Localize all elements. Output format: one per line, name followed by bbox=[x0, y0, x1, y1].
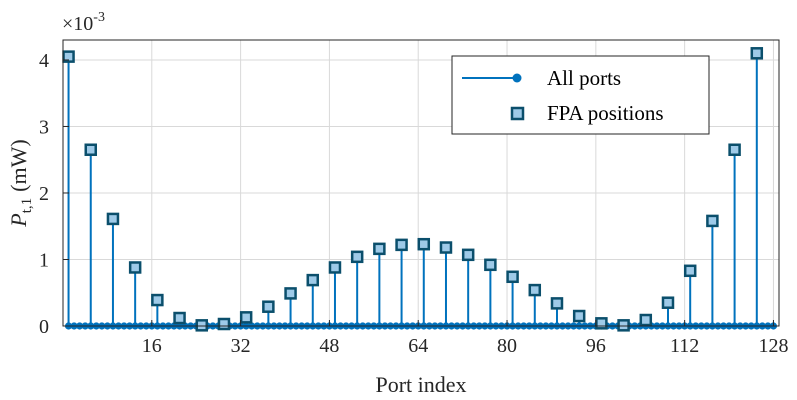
fpa-marker bbox=[439, 241, 453, 254]
fpa-marker bbox=[395, 238, 408, 252]
y-axis-label-unit: (mW) bbox=[6, 139, 31, 192]
y-exponent-base: ×10 bbox=[62, 13, 93, 35]
x-tick-label: 96 bbox=[586, 335, 606, 357]
y-tick-label: 4 bbox=[39, 50, 49, 72]
fpa-marker bbox=[550, 297, 564, 310]
fpa-marker bbox=[62, 50, 75, 63]
y-tick-label: 1 bbox=[39, 249, 49, 271]
legend-label-fpa-positions: FPA positions bbox=[547, 101, 664, 125]
tick-labels: 16 32 48 64 80 96 112 128 0 1 2 3 4 bbox=[39, 50, 788, 357]
x-tick-label: 128 bbox=[758, 335, 788, 357]
plot-frame bbox=[62, 39, 780, 327]
fpa-marker bbox=[750, 47, 764, 60]
fpa-marker bbox=[461, 248, 475, 262]
y-tick-label: 3 bbox=[39, 116, 49, 138]
fpa-marker bbox=[262, 300, 275, 313]
fpa-marker bbox=[417, 237, 431, 251]
y-axis-label-symbol: P bbox=[6, 213, 31, 227]
fpa-marker bbox=[683, 264, 697, 278]
fpa-marker bbox=[328, 261, 342, 274]
fpa-marker bbox=[173, 311, 186, 325]
fpa-marker bbox=[84, 143, 98, 156]
fpa-marker bbox=[106, 212, 120, 226]
fpa-marker bbox=[639, 313, 653, 327]
x-tick-label: 16 bbox=[142, 335, 162, 357]
fpa-marker bbox=[151, 293, 164, 307]
fpa-marker bbox=[528, 283, 542, 297]
y-exponent-power: -3 bbox=[93, 10, 105, 25]
fpa-marker bbox=[661, 296, 675, 309]
fpa-marker bbox=[706, 214, 719, 228]
fpa-marker bbox=[617, 319, 630, 332]
fpa-marker bbox=[284, 287, 297, 300]
legend-box bbox=[451, 55, 710, 135]
stem-series bbox=[64, 53, 778, 330]
x-tick-label: 32 bbox=[231, 335, 251, 357]
fpa-marker bbox=[217, 317, 231, 331]
legend: All ports FPA positions bbox=[451, 55, 710, 135]
legend-label-all-ports: All ports bbox=[547, 66, 621, 90]
x-tick-label: 48 bbox=[319, 335, 339, 357]
fpa-marker bbox=[728, 143, 741, 156]
y-axis-label-subscript: t,1 bbox=[19, 198, 35, 213]
fpa-marker bbox=[373, 242, 386, 256]
x-tick-label: 112 bbox=[670, 335, 699, 357]
legend-marker-fpa-positions bbox=[510, 106, 525, 121]
fpa-marker bbox=[195, 319, 209, 332]
legend-dot-all-ports bbox=[512, 73, 522, 83]
fpa-marker bbox=[572, 309, 586, 323]
y-axis-label: Pt,1 (mW) bbox=[6, 139, 35, 227]
fpa-marker bbox=[306, 273, 320, 287]
marker-series bbox=[62, 47, 764, 332]
fpa-marker bbox=[128, 261, 142, 274]
y-tick-label: 2 bbox=[39, 183, 49, 205]
fpa-marker bbox=[484, 258, 497, 272]
fpa-marker bbox=[595, 317, 608, 330]
x-tick-label: 80 bbox=[497, 335, 517, 357]
x-axis-label: Port index bbox=[375, 372, 466, 397]
x-tick-label: 64 bbox=[408, 335, 428, 357]
fpa-marker bbox=[350, 250, 364, 264]
y-exponent-label: ×10-3 bbox=[62, 10, 105, 35]
fpa-marker bbox=[506, 270, 519, 284]
fpa-marker bbox=[239, 311, 253, 324]
y-tick-label: 0 bbox=[39, 316, 49, 338]
